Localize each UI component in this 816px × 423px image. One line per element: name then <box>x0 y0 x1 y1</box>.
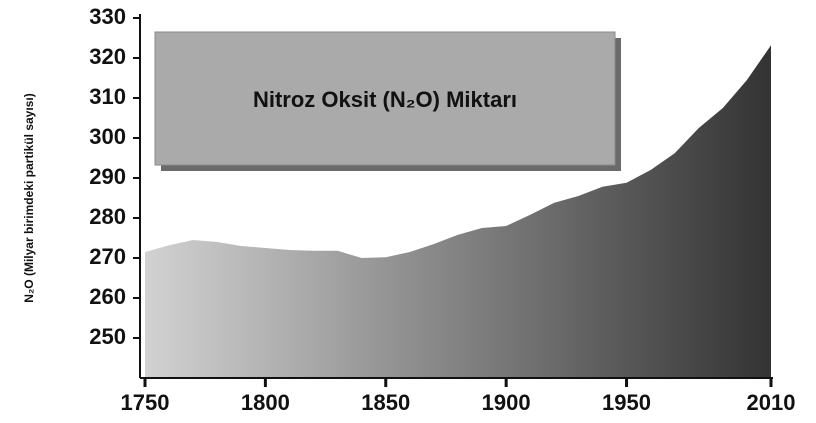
y-axis-label: N₂O (Milyar birimdeki partikül sayısı) <box>22 93 36 302</box>
y-tick-label: 310 <box>89 84 126 109</box>
y-tick-label: 260 <box>89 284 126 309</box>
x-tick-label: 1850 <box>361 390 410 415</box>
x-tick-label: 1750 <box>121 390 170 415</box>
x-tick-label: 1800 <box>241 390 290 415</box>
x-tick-label: 1950 <box>602 390 651 415</box>
area <box>145 45 771 378</box>
y-tick-label: 290 <box>89 164 126 189</box>
title-box <box>154 31 616 166</box>
y-tick-label: 270 <box>89 244 126 269</box>
x-tick-label: 2010 <box>747 390 796 415</box>
y-tick-label: 320 <box>89 44 126 69</box>
y-tick-label: 250 <box>89 324 126 349</box>
y-tick-label: 330 <box>89 4 126 29</box>
chart-title: Nitroz Oksit (N₂O) Miktarı <box>253 87 517 112</box>
y-tick-label: 280 <box>89 204 126 229</box>
x-tick-label: 1900 <box>482 390 531 415</box>
y-tick-label: 300 <box>89 124 126 149</box>
